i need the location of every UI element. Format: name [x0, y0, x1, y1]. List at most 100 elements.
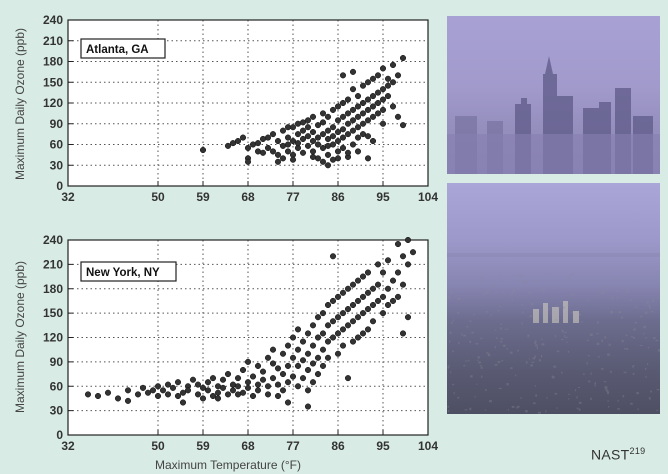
- data-point: [364, 79, 372, 86]
- data-point: [84, 391, 92, 398]
- data-point: [304, 350, 312, 357]
- data-point: [289, 373, 297, 380]
- data-point: [369, 137, 377, 145]
- data-point: [384, 75, 392, 82]
- data-point: [339, 99, 347, 107]
- data-point: [94, 392, 102, 400]
- data-point: [299, 357, 307, 364]
- data-point: [374, 297, 382, 304]
- y-tick-label: 60: [50, 379, 64, 393]
- city-label: New York, NY: [86, 267, 160, 279]
- data-point: [304, 124, 312, 131]
- data-point: [339, 310, 347, 317]
- data-point: [404, 236, 412, 244]
- data-point: [334, 330, 342, 337]
- data-point: [259, 368, 267, 375]
- data-point: [214, 383, 222, 390]
- data-point: [269, 131, 277, 138]
- data-point: [349, 281, 357, 288]
- data-point: [339, 326, 347, 333]
- data-point: [369, 103, 377, 110]
- data-point: [384, 257, 392, 264]
- data-point: [324, 113, 332, 120]
- data-point: [159, 387, 167, 394]
- data-point: [354, 297, 362, 304]
- y-tick-label: 240: [43, 233, 63, 247]
- data-point: [324, 162, 332, 169]
- data-point: [104, 389, 112, 396]
- data-point: [284, 148, 292, 155]
- data-point: [264, 134, 272, 141]
- y-axis-title: Maximum Daily Ozone (ppb): [13, 261, 27, 413]
- data-point: [389, 297, 397, 304]
- data-point: [349, 68, 357, 75]
- y-axis-title: Maximum Daily Ozone (ppb): [13, 28, 27, 180]
- data-point: [309, 113, 317, 120]
- data-point: [259, 135, 267, 143]
- data-point: [309, 342, 317, 349]
- data-point: [294, 383, 302, 390]
- data-point: [314, 314, 322, 321]
- data-point: [339, 134, 347, 141]
- data-point: [394, 113, 402, 120]
- data-point: [279, 127, 287, 134]
- data-point: [114, 395, 122, 402]
- data-point: [349, 86, 357, 93]
- data-point: [384, 82, 392, 89]
- data-point: [374, 110, 382, 117]
- data-point: [389, 61, 397, 69]
- data-point: [154, 392, 162, 400]
- data-point: [399, 253, 407, 260]
- data-point: [379, 86, 387, 93]
- y-tick-label: 30: [50, 404, 64, 418]
- data-point: [354, 314, 362, 321]
- data-point: [329, 141, 337, 148]
- data-point: [184, 387, 192, 394]
- data-point: [294, 120, 302, 127]
- data-point: [344, 322, 352, 329]
- ozone-temperature-charts: 0 30 60 90 120 150 180 210 240 32 50 59 68 77 86 95 104 M…: [13, 13, 438, 472]
- data-point: [354, 124, 362, 131]
- data-point: [379, 65, 387, 72]
- credit-superscript: 219: [629, 446, 646, 456]
- data-point: [284, 379, 292, 386]
- data-point: [204, 387, 212, 394]
- data-point: [379, 106, 387, 113]
- x-tick-label: 32: [61, 190, 75, 204]
- data-point: [279, 371, 287, 378]
- data-point: [369, 318, 377, 325]
- x-tick-label: 104: [418, 190, 438, 204]
- data-point: [324, 338, 332, 345]
- data-point: [279, 387, 287, 394]
- data-point: [224, 371, 232, 378]
- data-point: [334, 314, 342, 321]
- data-point: [234, 137, 242, 145]
- data-point: [354, 148, 362, 155]
- data-point: [174, 392, 182, 400]
- data-point: [274, 365, 282, 372]
- data-point: [374, 99, 382, 107]
- data-point: [379, 310, 387, 317]
- data-point: [319, 110, 327, 117]
- data-point: [269, 148, 277, 155]
- data-point: [274, 392, 282, 400]
- data-point: [349, 318, 357, 325]
- data-point: [209, 392, 217, 400]
- data-point: [364, 306, 372, 313]
- data-point: [379, 293, 387, 300]
- data-point: [294, 362, 302, 369]
- x-tick-label: 77: [286, 439, 300, 453]
- data-point: [334, 155, 342, 162]
- y-tick-label: 120: [43, 331, 63, 345]
- data-point: [339, 144, 347, 152]
- data-point: [244, 384, 252, 391]
- x-tick-label: 50: [151, 190, 165, 204]
- data-point: [244, 158, 252, 165]
- data-point: [299, 375, 307, 382]
- data-point: [284, 342, 292, 349]
- data-point: [244, 379, 252, 386]
- data-point: [219, 376, 227, 383]
- data-point: [254, 148, 262, 155]
- data-point: [284, 124, 292, 131]
- data-point: [194, 391, 202, 398]
